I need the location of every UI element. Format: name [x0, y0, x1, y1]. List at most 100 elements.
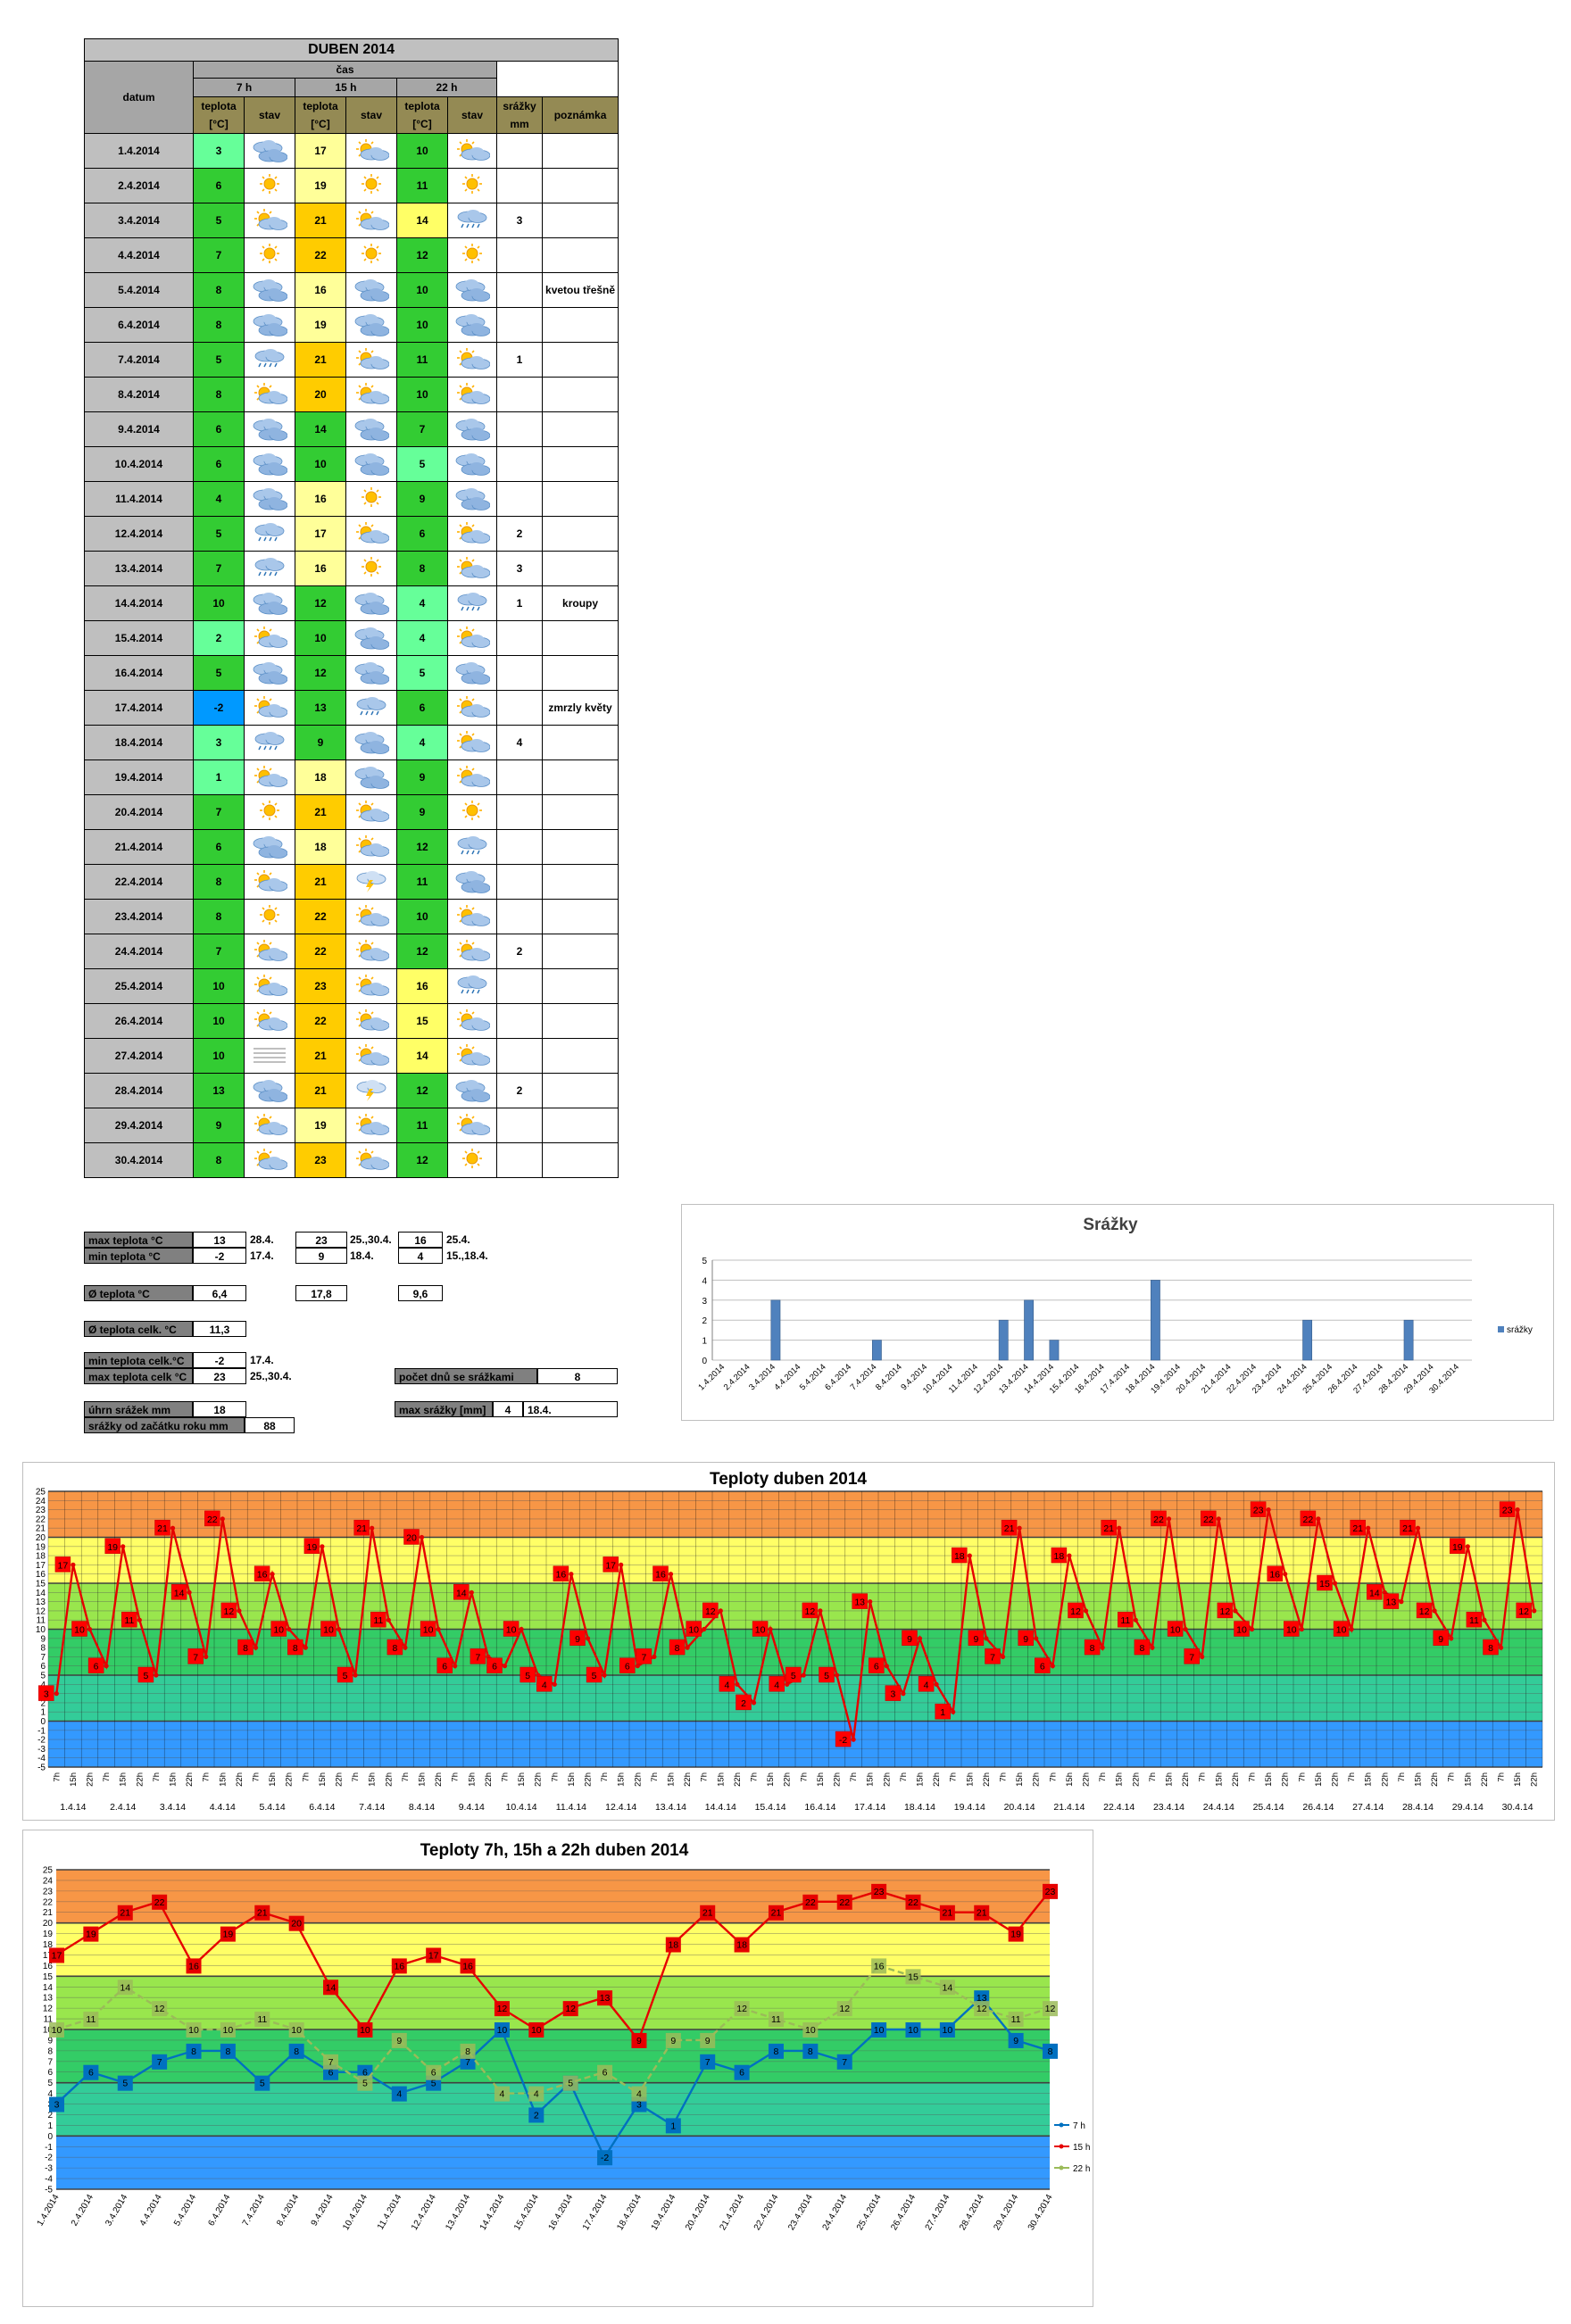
- x-time-label: 7h: [1347, 1772, 1357, 1782]
- table-row: 13.4.2014 7 16 8 3: [84, 551, 619, 586]
- x-time-label: 15h: [766, 1772, 776, 1787]
- temp-point: [469, 1589, 474, 1595]
- cell-rain: 2: [496, 934, 543, 969]
- cell-date: 3.4.2014: [84, 203, 194, 238]
- cell-state-15: [345, 620, 397, 656]
- y-tick-label: 1: [47, 2121, 53, 2131]
- temp-band: [56, 1922, 1050, 1977]
- temp-point: [552, 1681, 557, 1687]
- data-label: 8: [191, 2046, 196, 2057]
- x-time-label: 7h: [1098, 1772, 1108, 1782]
- data-label-box: [939, 2022, 955, 2038]
- temp-point: [1515, 1507, 1520, 1513]
- x-time-label: 22h: [882, 1772, 892, 1787]
- x-time-label: 22h: [1231, 1772, 1241, 1787]
- x-time-label: 15h: [1115, 1772, 1125, 1787]
- cell-temp-7: 8: [193, 1142, 245, 1178]
- cell-rain: [496, 829, 543, 865]
- cell-temp-22: 9: [396, 481, 448, 517]
- data-label: 12: [736, 2004, 747, 2014]
- data-label: 12: [805, 1606, 816, 1617]
- data-label: 3: [44, 1689, 49, 1700]
- data-label: 4: [636, 2089, 642, 2100]
- data-label: 8: [392, 1643, 397, 1654]
- cell-state-7: [244, 237, 295, 273]
- temp-point: [54, 1691, 59, 1697]
- x-time-label: 22h: [584, 1772, 594, 1787]
- x-day-label: 23.4.14: [1153, 1802, 1184, 1813]
- x-tick-label: 1.4.2014: [36, 2193, 62, 2229]
- chart-title: Srážky: [1083, 1216, 1138, 1234]
- y-tick-label: 8: [47, 2046, 53, 2056]
- x-time-label: 22h: [185, 1772, 195, 1787]
- data-label-box: [1084, 1639, 1101, 1656]
- cell-state-15: [345, 585, 397, 621]
- stat-minall-date: 17.4.: [250, 1354, 274, 1366]
- cell-state-15: [345, 829, 397, 865]
- data-label: 8: [1090, 1643, 1095, 1654]
- table-row: 20.4.2014 7 21 9: [84, 794, 619, 830]
- temp-point: [1050, 1664, 1055, 1669]
- temp-chart: Teploty duben 2014-5-4-3-2-1012345678910…: [22, 1462, 1555, 1821]
- y-tick-label: 4: [702, 1276, 707, 1286]
- y-tick-label: 21: [36, 1524, 46, 1534]
- data-label-box: [802, 1602, 819, 1619]
- data-label: 7: [475, 1652, 480, 1663]
- cell-note: [541, 829, 619, 865]
- cell-temp-7: 7: [193, 551, 245, 586]
- temp-point: [967, 1553, 972, 1558]
- data-label: 6: [362, 2068, 368, 2079]
- cell-state-15: [345, 794, 397, 830]
- cell-state-15: [345, 725, 397, 760]
- bar: [1024, 1299, 1034, 1361]
- stat-rainmax-date: 18.4.: [523, 1401, 618, 1417]
- cell-rain: 1: [496, 585, 543, 621]
- x-tick-label: 6.4.2014: [206, 2193, 232, 2229]
- x-tick-label: 4.4.2014: [772, 1362, 802, 1392]
- cell-date: 24.4.2014: [84, 934, 194, 969]
- temp-point: [403, 1645, 408, 1650]
- x-tick-label: 8.4.2014: [874, 1362, 904, 1392]
- temp-point: [253, 1645, 259, 1650]
- cell-state-22: [447, 551, 497, 586]
- cell-rain: [496, 481, 543, 517]
- data-label: 19: [223, 1930, 234, 1940]
- data-label-box: [1008, 2012, 1024, 2028]
- x-time-label: 22h: [434, 1772, 444, 1787]
- cell-temp-15: 16: [295, 481, 346, 517]
- data-label: 5: [525, 1671, 530, 1681]
- data-label: 9: [1023, 1634, 1028, 1645]
- data-label: 17: [58, 1560, 69, 1571]
- x-time-label: 15h: [318, 1772, 328, 1787]
- data-label-box: [653, 1565, 669, 1581]
- temp-point: [453, 1664, 458, 1669]
- bar: [1151, 1280, 1160, 1361]
- y-tick-label: 1: [40, 1708, 46, 1718]
- x-time-label: 15h: [1414, 1772, 1424, 1787]
- temp-point: [353, 1672, 358, 1678]
- data-label-box: [220, 2022, 236, 2038]
- cell-rain: 3: [496, 551, 543, 586]
- rain-chart: Srážky 0 1 2 3 4 5 1.4.2014 2.4.2014 3.4.2014 4.4.…: [681, 1204, 1554, 1421]
- stat-rainyear: 88: [245, 1417, 295, 1433]
- x-time-label: 15h: [368, 1772, 378, 1787]
- table-row: 2.4.2014 6 19 11: [84, 168, 619, 203]
- data-label-box: [974, 1905, 990, 1921]
- table-row: 17.4.2014 -2 13 6 zmrzly květy: [84, 690, 619, 726]
- y-tick-label: 9: [40, 1634, 46, 1644]
- data-label: 3: [54, 2100, 60, 2111]
- data-label-box: [836, 2001, 852, 2017]
- cell-temp-15: 21: [295, 794, 346, 830]
- cell-temp-22: 10: [396, 133, 448, 169]
- table-row: 22.4.2014 8 21 11: [84, 864, 619, 900]
- cell-note: [541, 1003, 619, 1039]
- data-label: 17: [52, 1950, 62, 1961]
- data-label-box: [1008, 1926, 1024, 1942]
- temp-point: [1299, 1626, 1304, 1632]
- cell-date: 21.4.2014: [84, 829, 194, 865]
- cell-date: 22.4.2014: [84, 864, 194, 900]
- cell-state-22: [447, 899, 497, 934]
- cell-state-7: [244, 133, 295, 169]
- cell-rain: [496, 446, 543, 482]
- x-time-label: 7h: [451, 1772, 461, 1782]
